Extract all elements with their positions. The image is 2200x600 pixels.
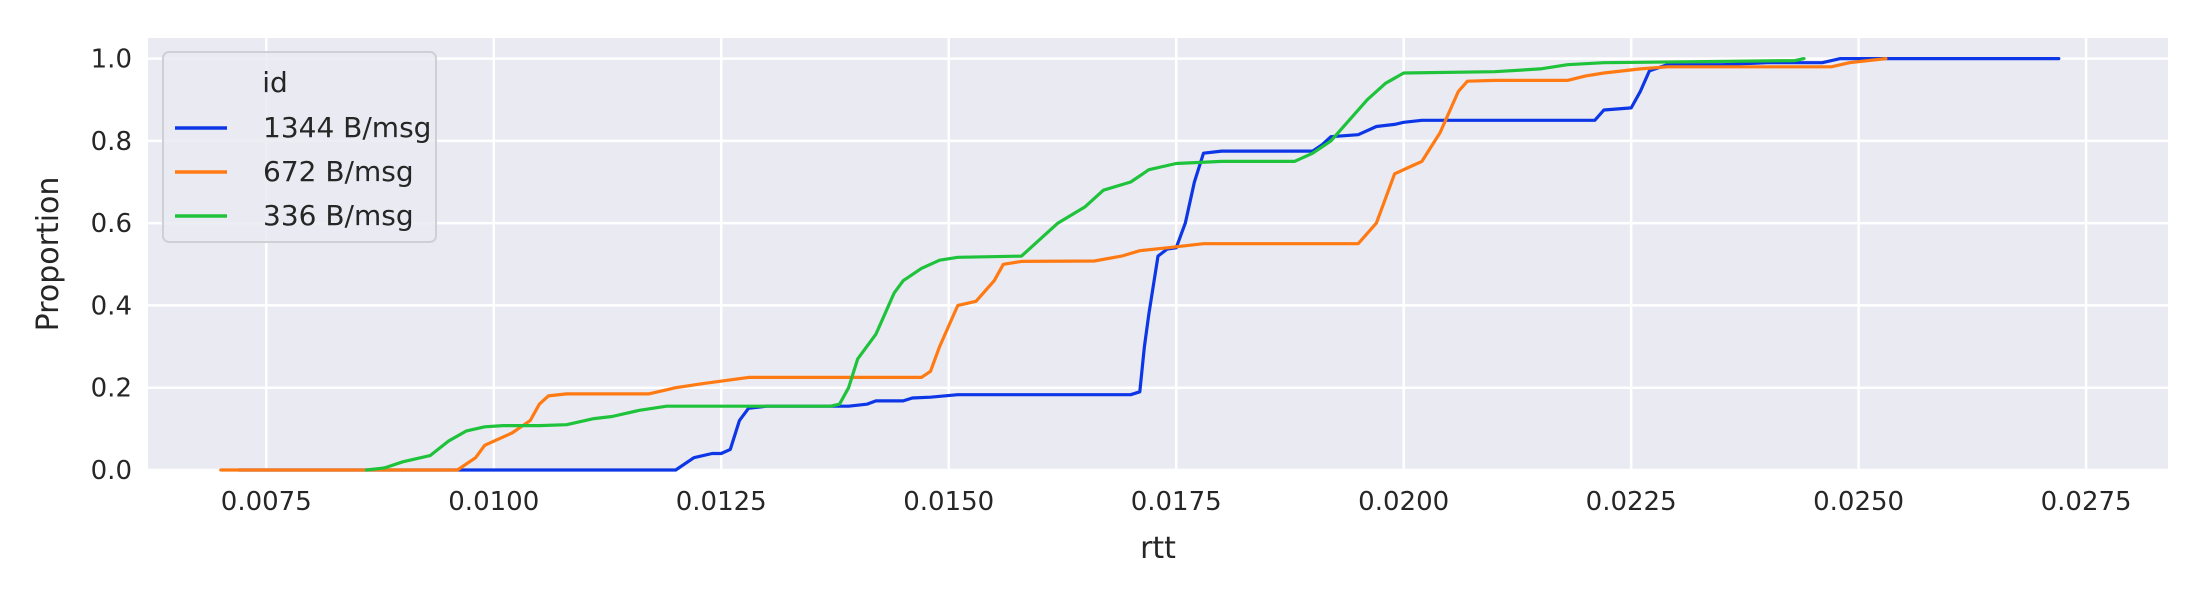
series-lines [219,57,2061,472]
x-axis-ticks: 0.0075 0.0100 0.0125 0.0150 0.0175 0.0200 0.02… [221,487,2132,517]
legend-label: 672 B/msg [263,155,414,188]
plot-area [148,38,2168,470]
x-tick-label: 0.0250 [1813,487,1904,517]
y-tick-label: 0.0 [91,456,132,486]
x-tick-label: 0.0150 [903,487,994,517]
legend-items: 1344 B/msg 672 B/msg 336 B/msg [175,111,431,232]
series-line-2 [364,57,1806,472]
y-tick-label: 0.8 [91,127,132,157]
legend: id 1344 B/msg 672 B/msg 336 B/msg [162,51,437,243]
legend-box [162,51,437,243]
x-tick-label: 0.0175 [1131,487,1222,517]
y-tick-label: 0.4 [91,291,132,321]
y-tick-label: 0.2 [91,374,132,404]
legend-label: 1344 B/msg [263,111,431,144]
y-tick-label: 0.6 [91,209,132,239]
y-axis-label: Proportion [31,177,66,332]
series-line-1 [219,57,1888,472]
gridlines [148,38,2168,472]
y-axis-ticks: 0.0 0.2 0.4 0.6 0.8 1.0 [91,45,132,486]
x-tick-label: 0.0125 [676,487,767,517]
x-tick-label: 0.0275 [2041,487,2132,517]
x-tick-label: 0.0225 [1586,487,1677,517]
x-tick-label: 0.0200 [1358,487,1449,517]
x-tick-label: 0.0100 [448,487,539,517]
x-axis-label: rtt [1140,531,1176,566]
y-tick-label: 1.0 [91,45,132,75]
x-tick-label: 0.0075 [221,487,312,517]
legend-title: id [262,66,288,99]
legend-label: 336 B/msg [263,199,414,232]
